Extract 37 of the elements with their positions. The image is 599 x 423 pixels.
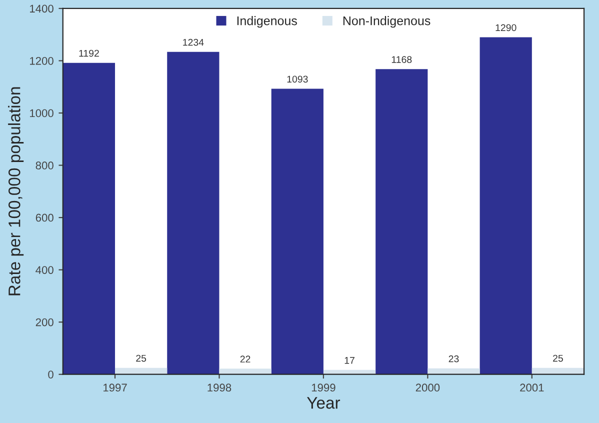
- y-tick-label: 200: [36, 318, 54, 326]
- data-label: 1290: [496, 24, 516, 32]
- x-tick-label: 1999: [312, 384, 336, 392]
- data-label: 23: [448, 355, 459, 362]
- bar: [115, 368, 168, 374]
- bar: [271, 88, 324, 374]
- data-label: 1192: [79, 50, 99, 57]
- y-tick-label: 800: [36, 162, 54, 170]
- data-label: 1168: [392, 56, 412, 64]
- y-tick-label: 0: [48, 370, 54, 378]
- bar: [480, 37, 532, 374]
- bar: [62, 62, 116, 374]
- data-label: 1093: [287, 76, 308, 83]
- x-tick-label: 1998: [208, 384, 232, 392]
- data-label: 22: [240, 356, 250, 362]
- data-label: 17: [344, 357, 354, 364]
- x-tick-label: 1997: [104, 384, 127, 392]
- bar: [428, 368, 480, 374]
- y-tick-label: 600: [36, 214, 54, 222]
- bar: [167, 52, 220, 374]
- y-tick-label: 400: [36, 266, 54, 274]
- data-label: 25: [136, 354, 146, 362]
- data-label: 25: [553, 354, 563, 362]
- bar: [532, 368, 584, 374]
- data-label: 1234: [183, 38, 204, 46]
- x-tick-label: 2001: [520, 384, 544, 392]
- bar: [376, 69, 428, 374]
- x-tick-label: 2000: [416, 384, 440, 392]
- x-axis-title: Year: [306, 397, 340, 409]
- y-axis-title: Rate per 100,000 population: [8, 87, 24, 296]
- legend-label: Non-Indigenous: [343, 16, 430, 28]
- bar: [219, 368, 272, 374]
- legend-label: Indigenous: [237, 16, 297, 28]
- y-tick-label: 1000: [30, 109, 54, 118]
- y-tick-label: 1200: [30, 57, 54, 65]
- y-tick-label: 1400: [30, 4, 54, 13]
- bar: [323, 370, 376, 374]
